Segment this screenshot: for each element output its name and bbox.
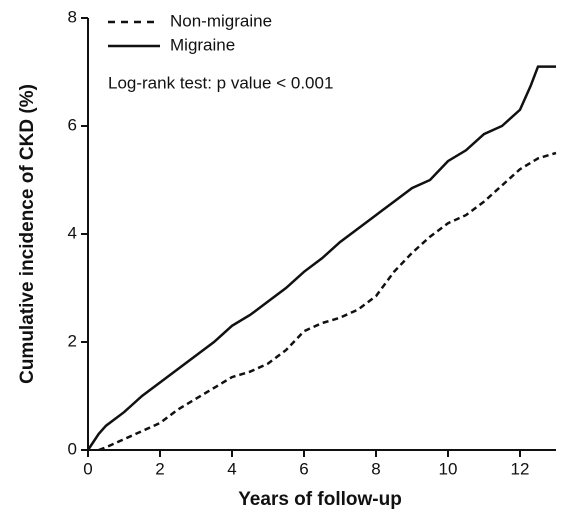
series-line: [86, 65, 556, 451]
y-tick-label: 4: [68, 223, 77, 242]
y-tick-label: 0: [68, 439, 77, 458]
legend-label: Migraine: [170, 35, 235, 54]
x-tick-label: 6: [299, 459, 308, 478]
x-tick-label: 2: [155, 459, 164, 478]
x-tick-label: 12: [511, 459, 530, 478]
x-tick-label: 10: [439, 459, 458, 478]
annotation: Log-rank test: p value < 0.001: [108, 73, 333, 92]
y-tick-label: 2: [68, 331, 77, 350]
y-tick-label: 6: [68, 115, 77, 134]
y-tick-label: 8: [68, 7, 77, 26]
legend-label: Non-migraine: [170, 11, 272, 30]
y-axis-label: Cumulative incidence of CKD (%): [17, 84, 38, 384]
x-tick-label: 0: [83, 459, 92, 478]
series-line: [98, 151, 557, 452]
x-tick-label: 8: [371, 459, 380, 478]
x-tick-label: 4: [227, 459, 236, 478]
x-axis-label: Years of follow-up: [238, 489, 402, 510]
